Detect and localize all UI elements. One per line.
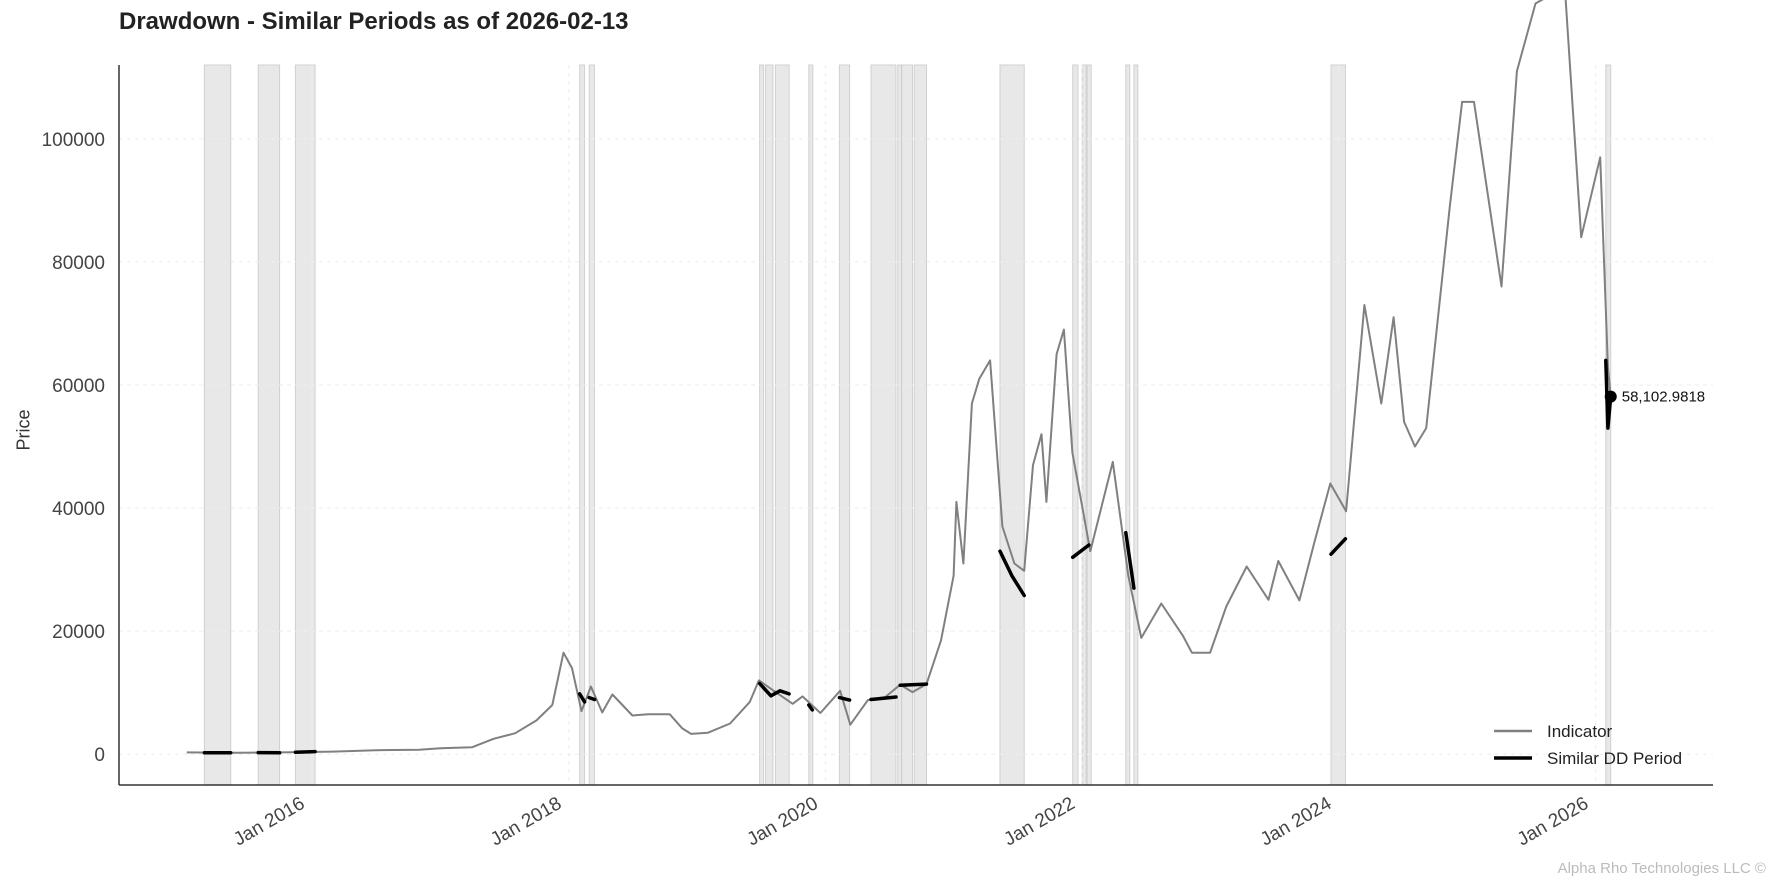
similar-dd-segment xyxy=(998,549,1026,598)
shaded-period xyxy=(838,64,851,786)
y-tick-label: 80000 xyxy=(52,253,105,274)
similar-dd-segment xyxy=(869,695,898,702)
y-tick-label: 100000 xyxy=(42,130,105,151)
similar-dd-segment xyxy=(807,703,815,712)
shaded-period xyxy=(1086,64,1092,786)
shaded-period xyxy=(759,64,765,786)
x-tick-label: Jan 2016 xyxy=(230,793,308,850)
shaded-period xyxy=(257,64,281,786)
similar-dd-segment xyxy=(837,695,852,702)
shaded-period xyxy=(1072,64,1079,786)
shaded-period xyxy=(1330,64,1346,786)
watermark: Alpha Rho Technologies LLC © xyxy=(1557,860,1766,877)
shaded-period xyxy=(579,64,586,786)
y-tick-label: 20000 xyxy=(52,622,105,643)
x-tick-label: Jan 2024 xyxy=(1257,793,1336,850)
similar-dd-segment xyxy=(1124,530,1136,590)
similar-dd-segment xyxy=(1329,537,1348,556)
y-tick-label: 60000 xyxy=(52,376,105,397)
legend: Indicator Similar DD Period xyxy=(1494,722,1682,768)
similar-dd-segment xyxy=(1604,358,1613,430)
last-point-marker xyxy=(1604,390,1617,403)
gridlines xyxy=(119,65,1713,785)
shaded-period xyxy=(774,64,790,786)
similar-dd-segment xyxy=(757,681,791,698)
similar-dd-segment xyxy=(587,695,597,702)
shaded-period xyxy=(1081,64,1087,786)
axes xyxy=(118,65,1713,786)
x-tick-label: Jan 2018 xyxy=(487,793,565,850)
x-tick-label: Jan 2020 xyxy=(744,793,822,850)
last-point-label: 58,102.9818 xyxy=(1622,389,1705,406)
shaded-period xyxy=(808,64,814,786)
shaded-period xyxy=(1125,64,1131,786)
series-lines xyxy=(186,0,1613,755)
y-tick-label: 40000 xyxy=(52,499,105,520)
shaded-period xyxy=(1133,64,1139,786)
shaded-period xyxy=(901,64,913,786)
similar-dd-segment xyxy=(1070,543,1091,560)
shaded-period xyxy=(765,64,774,786)
indicator-series-line xyxy=(186,0,1612,754)
similar-dd-segment xyxy=(293,749,317,754)
y-tick-label: 0 xyxy=(94,745,105,766)
shaded-periods xyxy=(203,64,1612,786)
x-tick-label: Jan 2022 xyxy=(1001,793,1079,850)
chart-title: Drawdown - Similar Periods as of 2026-02… xyxy=(119,8,629,35)
x-tick-label: Jan 2026 xyxy=(1514,793,1592,850)
shaded-period xyxy=(203,64,232,786)
shaded-period xyxy=(913,64,928,786)
legend-indicator-label: Indicator xyxy=(1547,722,1613,741)
similar-dd-segment xyxy=(577,692,587,704)
legend-similar-label: Similar DD Period xyxy=(1547,749,1682,768)
shaded-period xyxy=(870,64,897,786)
similar-dd-segment xyxy=(898,682,929,688)
shaded-period xyxy=(999,64,1025,786)
y-axis-label: Price xyxy=(13,409,34,451)
shaded-period xyxy=(588,64,595,786)
annotations: 58,102.9818 xyxy=(1604,389,1705,406)
